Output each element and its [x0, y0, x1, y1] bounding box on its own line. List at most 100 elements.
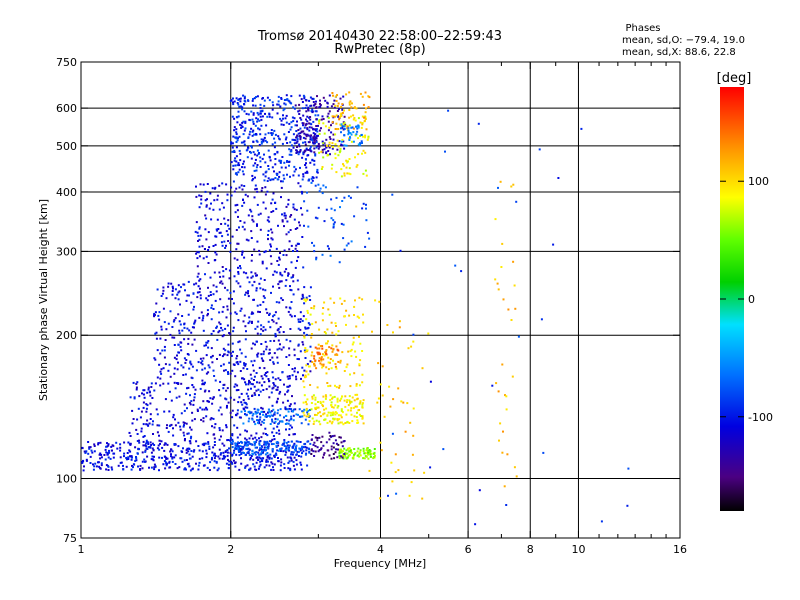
scatter-point — [219, 323, 222, 326]
scatter-point — [334, 152, 337, 155]
scatter-point — [336, 419, 339, 422]
scatter-point — [286, 160, 289, 162]
scatter-point — [258, 282, 261, 285]
scatter-point — [252, 412, 255, 415]
scatter-point — [295, 375, 297, 378]
scatter-point — [247, 214, 250, 217]
scatter-point — [203, 444, 206, 447]
scatter-point — [216, 469, 219, 472]
scatter-point — [296, 140, 299, 143]
scatter-point — [349, 132, 352, 134]
scatter-point — [251, 414, 254, 417]
scatter-point — [315, 129, 317, 132]
scatter-point — [159, 442, 161, 445]
scatter-point — [310, 104, 313, 107]
scatter-point — [230, 99, 233, 102]
scatter-point — [296, 146, 298, 148]
scatter-point — [177, 383, 180, 385]
scatter-point — [316, 347, 319, 350]
scatter-point — [295, 136, 298, 139]
scatter-point — [200, 361, 203, 364]
scatter-point — [217, 331, 220, 334]
scatter-point — [353, 399, 356, 402]
scatter-point — [289, 229, 292, 231]
scatter-point — [255, 451, 258, 453]
scatter-point — [277, 460, 280, 463]
scatter-point — [272, 376, 275, 379]
scatter-point — [259, 333, 262, 336]
scatter-point — [258, 440, 261, 443]
scatter-point — [168, 363, 171, 366]
scatter-point — [284, 103, 287, 106]
scatter-point — [142, 393, 145, 396]
scatter-point — [264, 175, 267, 178]
scatter-point — [195, 440, 198, 443]
scatter-point — [164, 363, 167, 366]
scatter-point — [247, 441, 250, 444]
scatter-point — [138, 395, 141, 398]
scatter-point — [210, 318, 213, 321]
scatter-point — [256, 120, 259, 123]
scatter-point — [292, 146, 295, 149]
scatter-point — [230, 194, 233, 197]
scatter-point — [313, 364, 316, 367]
scatter-point — [147, 388, 150, 391]
scatter-point — [276, 361, 279, 364]
scatter-point — [183, 459, 186, 462]
scatter-point — [265, 348, 268, 351]
scatter-point — [315, 414, 318, 416]
scatter-point — [204, 273, 206, 276]
scatter-point — [352, 118, 355, 121]
scatter-point — [294, 124, 297, 127]
scatter-point — [269, 411, 272, 414]
scatter-point — [240, 457, 242, 460]
scatter-point — [292, 408, 295, 411]
scatter-point — [308, 129, 311, 132]
scatter-point — [243, 97, 246, 100]
scatter-point — [272, 382, 275, 384]
scatter-point — [256, 381, 258, 384]
scatter-point — [290, 244, 293, 247]
scatter-point — [367, 451, 370, 454]
scatter-point — [303, 302, 306, 305]
scatter-point — [241, 188, 244, 191]
scatter-point — [168, 410, 171, 413]
scatter-point — [300, 422, 303, 425]
scatter-point — [340, 140, 343, 143]
scatter-point — [276, 449, 279, 452]
scatter-point — [318, 122, 321, 125]
scatter-point — [391, 480, 394, 483]
scatter-point — [195, 195, 198, 198]
scatter-point — [154, 382, 157, 385]
scatter-point — [208, 445, 211, 448]
scatter-point — [291, 275, 294, 278]
scatter-point — [255, 139, 258, 142]
scatter-point — [331, 406, 334, 408]
scatter-point — [237, 447, 240, 450]
scatter-point — [236, 412, 239, 415]
scatter-point — [325, 350, 328, 353]
scatter-point — [180, 412, 183, 415]
scatter-point — [259, 107, 262, 110]
scatter-point — [334, 128, 337, 130]
scatter-point — [247, 411, 250, 413]
scatter-point — [254, 343, 256, 346]
scatter-point — [237, 363, 240, 366]
scatter-point — [244, 127, 247, 130]
scatter-point — [322, 400, 325, 403]
scatter-point — [207, 346, 210, 349]
scatter-point — [294, 228, 297, 230]
scatter-point — [309, 116, 312, 118]
scatter-point — [323, 354, 326, 357]
scatter-point — [242, 271, 245, 274]
scatter-point — [266, 96, 269, 99]
scatter-point — [238, 164, 241, 167]
scatter-point — [289, 403, 292, 406]
scatter-point — [249, 373, 252, 376]
scatter-point — [288, 248, 291, 251]
scatter-point — [253, 444, 256, 447]
scatter-point — [300, 98, 303, 101]
scatter-point — [250, 145, 253, 148]
scatter-point — [204, 190, 207, 193]
scatter-point — [152, 433, 154, 435]
